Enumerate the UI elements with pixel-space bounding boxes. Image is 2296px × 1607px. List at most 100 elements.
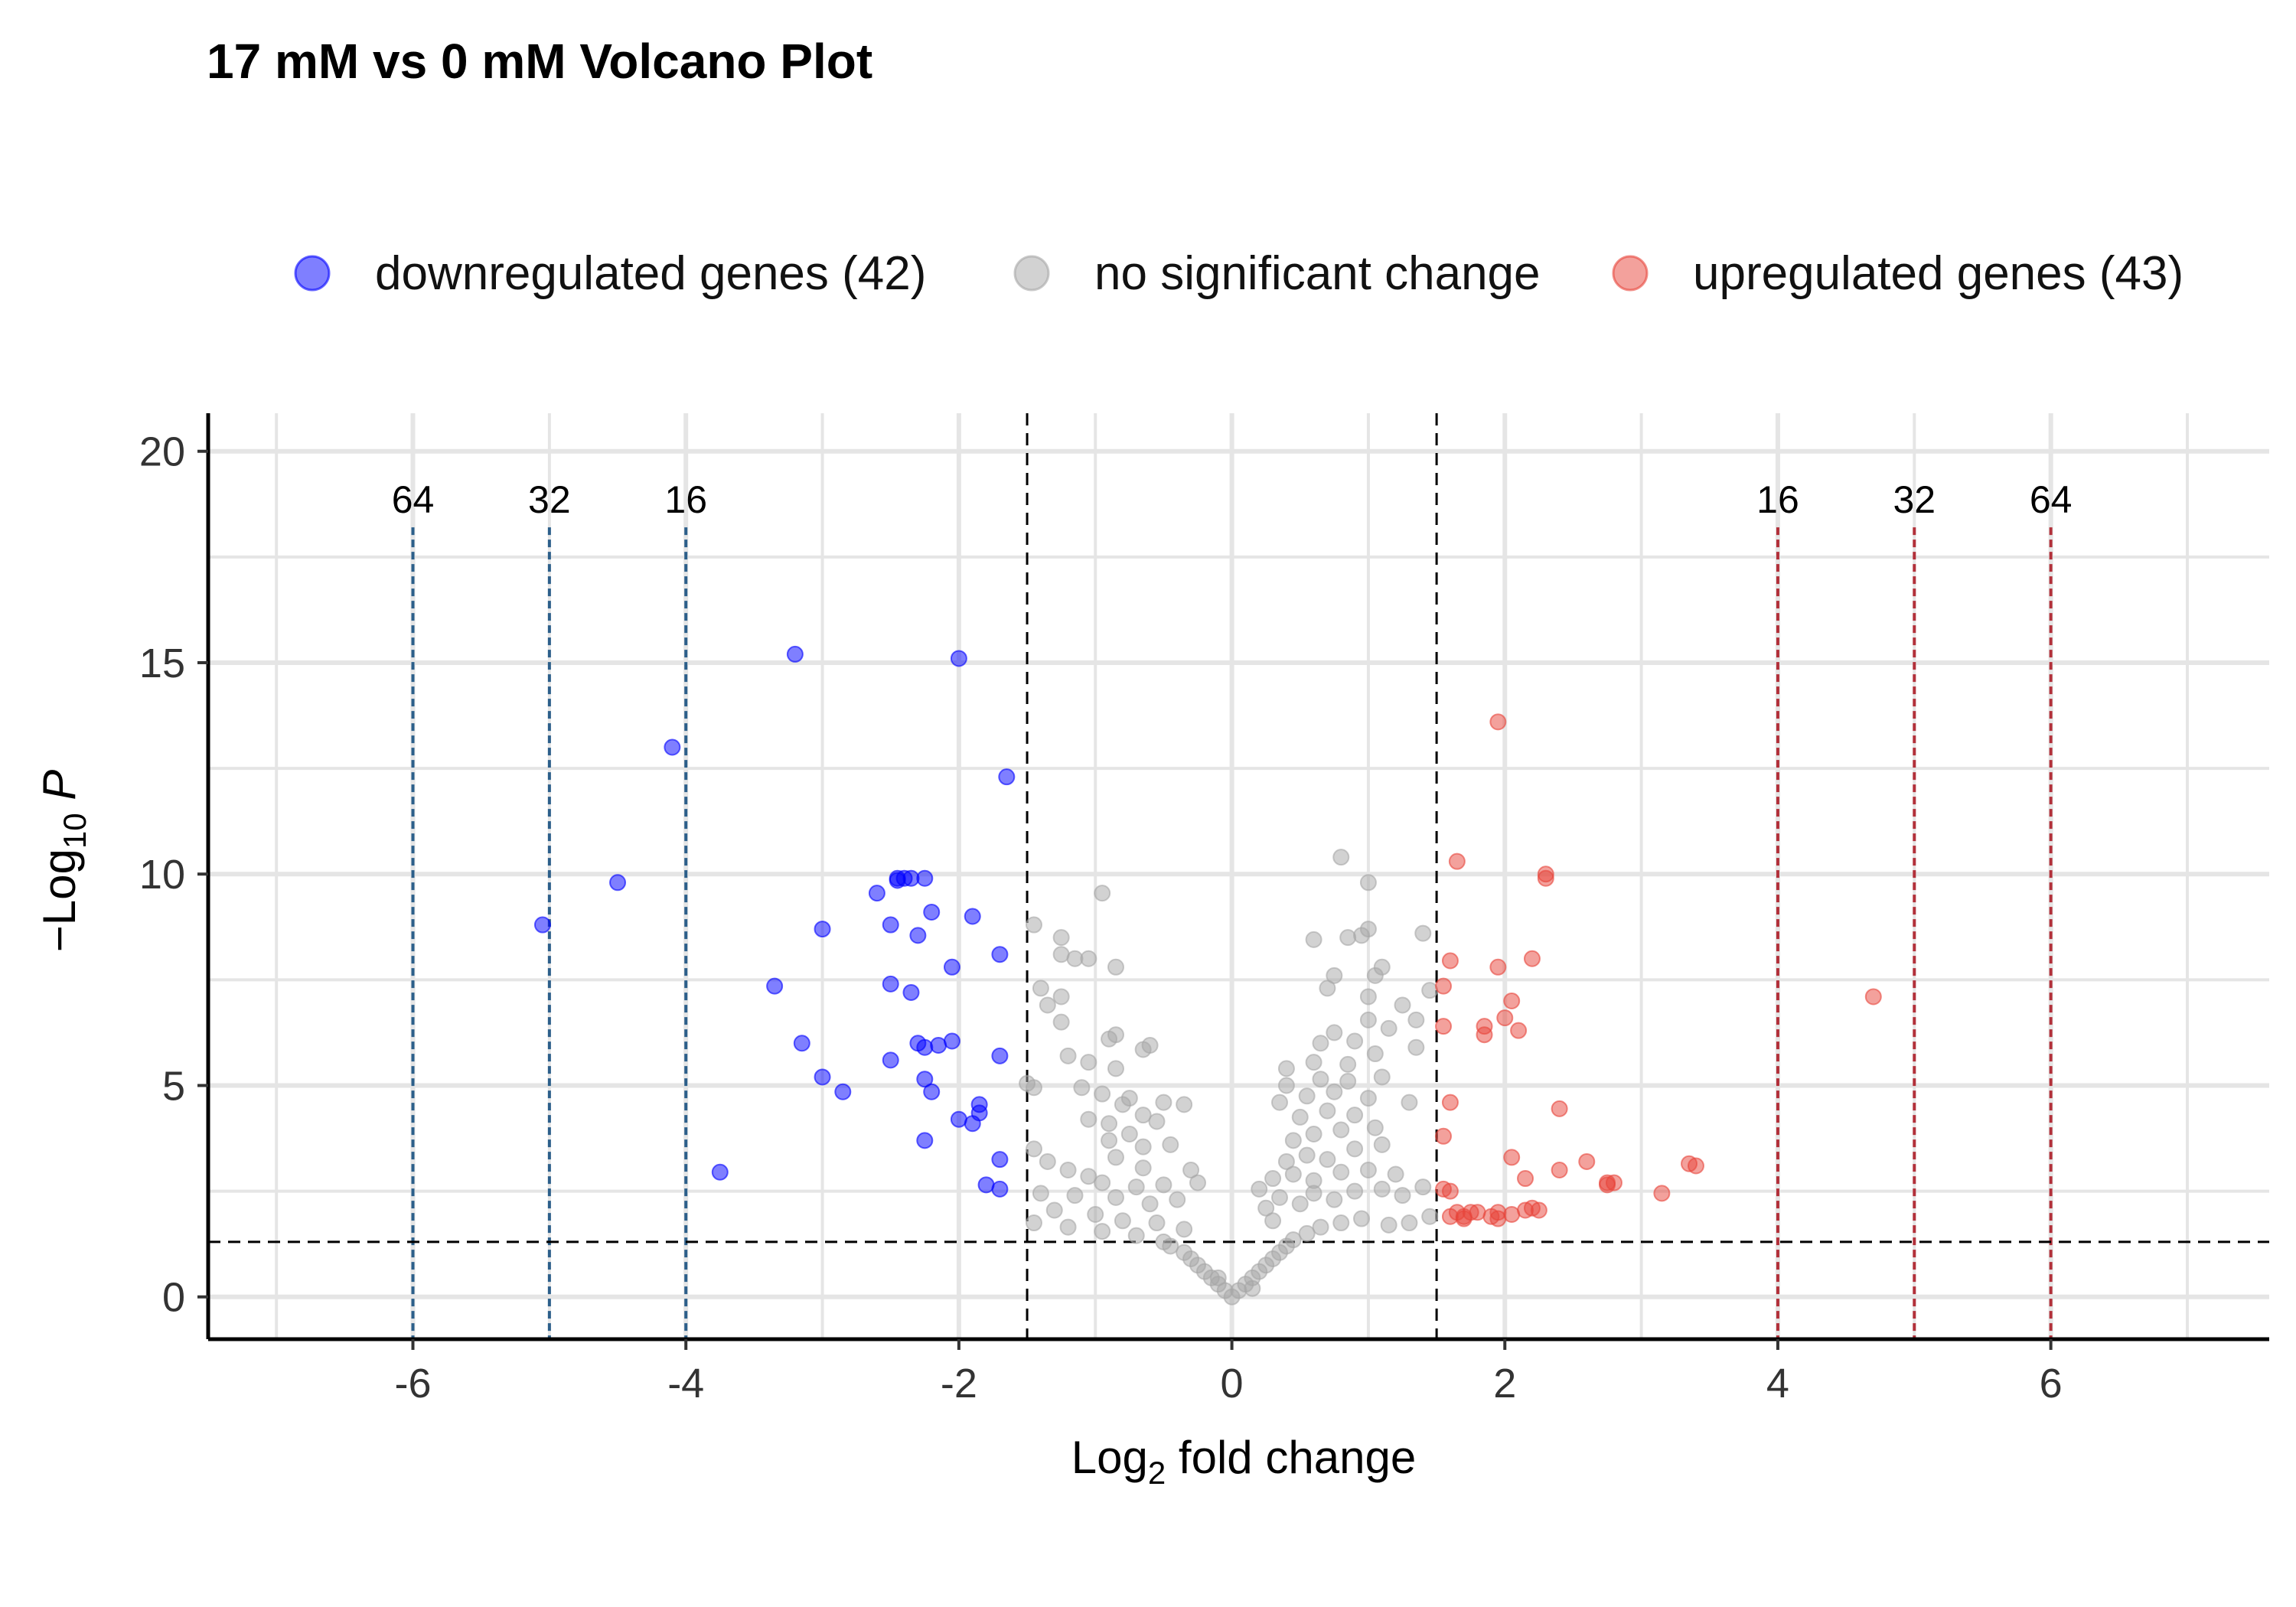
non-significant-point: [1032, 1185, 1049, 1202]
upregulated-point: [1551, 1161, 1568, 1178]
downregulated-point: [991, 1047, 1009, 1064]
non-significant-point: [1332, 1214, 1350, 1232]
non-significant-point: [1339, 1072, 1357, 1090]
non-significant-point: [1284, 1165, 1302, 1183]
non-significant-point: [1264, 1170, 1282, 1188]
non-significant-point: [1087, 1206, 1104, 1224]
non-significant-point: [1094, 885, 1111, 902]
x-tick-label: -2: [941, 1361, 977, 1407]
non-significant-point: [1155, 1176, 1172, 1194]
non-significant-point: [1176, 1096, 1193, 1113]
non-significant-point: [1421, 1208, 1439, 1225]
downregulated-point: [793, 1035, 810, 1052]
non-significant-point: [1127, 1227, 1145, 1244]
non-significant-point: [1134, 1159, 1152, 1177]
non-significant-point: [1182, 1161, 1200, 1178]
non-significant-point: [1346, 1182, 1364, 1200]
downregulated-point: [786, 645, 804, 663]
non-significant-point: [1359, 1161, 1377, 1178]
downregulated-point: [889, 872, 906, 889]
downregulated-point: [916, 869, 934, 887]
downregulated-point: [950, 650, 967, 667]
non-significant-point: [1059, 1161, 1077, 1178]
downregulated-point: [916, 1038, 934, 1056]
downregulated-point: [943, 958, 960, 976]
upregulated-point: [1503, 1149, 1521, 1166]
non-significant-point: [1326, 966, 1343, 984]
upregulated-point: [1578, 1152, 1596, 1170]
non-significant-point: [1169, 1191, 1186, 1208]
non-significant-point: [1032, 980, 1049, 997]
non-significant-point: [1059, 1047, 1077, 1064]
downregulated-point: [923, 903, 941, 921]
non-significant-point: [1134, 1138, 1152, 1156]
non-significant-point: [1080, 950, 1097, 967]
non-significant-point: [1114, 1096, 1131, 1113]
non-significant-point: [1052, 988, 1070, 1006]
downregulated-point: [882, 916, 899, 934]
upregulated-point: [1489, 713, 1507, 731]
non-significant-point: [1101, 1030, 1118, 1048]
x-tick-label: 0: [1221, 1361, 1244, 1407]
upregulated-point: [1503, 992, 1521, 1009]
non-significant-point: [1326, 1024, 1343, 1041]
y-tick-label: 0: [162, 1275, 185, 1321]
non-significant-point: [1387, 1165, 1404, 1183]
non-significant-point: [1305, 1172, 1322, 1189]
non-significant-point: [1401, 1094, 1418, 1111]
downregulated-point: [964, 1115, 981, 1133]
downregulated-point: [533, 916, 551, 934]
fold-change-label: 64: [392, 478, 435, 521]
non-significant-point: [1025, 916, 1042, 934]
downregulated-point: [991, 1180, 1009, 1198]
legend-label: no significant change: [1094, 247, 1541, 300]
upregulated-point: [1448, 1204, 1466, 1221]
non-significant-point: [1162, 1237, 1179, 1255]
downregulated-point: [916, 1132, 934, 1149]
non-significant-point: [1148, 1113, 1166, 1130]
downregulated-point: [834, 1083, 852, 1100]
downregulated-point: [609, 874, 627, 892]
non-significant-point: [1298, 1087, 1316, 1105]
upregulated-point: [1537, 869, 1554, 887]
non-significant-point: [1107, 958, 1124, 976]
upregulated-point: [1599, 1176, 1616, 1194]
non-significant-point: [1101, 1115, 1118, 1133]
x-tick-label: -6: [395, 1361, 432, 1407]
downregulated-point: [998, 768, 1016, 786]
non-significant-point: [1271, 1188, 1289, 1206]
non-significant-point: [1380, 1019, 1397, 1037]
non-significant-point: [1176, 1221, 1193, 1238]
upregulated-point: [1653, 1185, 1671, 1202]
non-significant-point: [1319, 1102, 1336, 1120]
non-significant-point: [1284, 1132, 1302, 1149]
non-significant-point: [1359, 988, 1377, 1006]
non-significant-point: [1346, 1032, 1364, 1050]
y-tick-label: 10: [139, 852, 185, 898]
non-significant-point: [1366, 1045, 1384, 1063]
non-significant-point: [1359, 921, 1377, 938]
non-significant-point: [1094, 1085, 1111, 1103]
non-significant-point: [1319, 980, 1336, 997]
downregulated-point: [964, 908, 981, 925]
y-tick-label: 5: [162, 1063, 185, 1109]
x-axis-label: Log2 fold change: [1071, 1432, 1416, 1491]
non-significant-point: [1394, 1187, 1411, 1204]
non-significant-point: [1332, 1121, 1350, 1139]
non-significant-point: [1305, 931, 1322, 948]
upregulated-point: [1489, 1210, 1507, 1227]
upregulated-point: [1517, 1170, 1534, 1188]
downregulated-point: [930, 1037, 947, 1054]
fold-change-label: 16: [1756, 478, 1799, 521]
non-significant-point: [1312, 1071, 1329, 1088]
upregulated-point: [1441, 1182, 1459, 1200]
non-significant-point: [1380, 1216, 1397, 1234]
chart-title: 17 mM vs 0 mM Volcano Plot: [207, 34, 872, 89]
non-significant-point: [1407, 1038, 1425, 1056]
legend-key: [1612, 255, 1649, 292]
upregulated-point: [1523, 950, 1541, 967]
upregulated-point: [1551, 1100, 1568, 1117]
downregulated-point: [814, 1068, 831, 1086]
non-significant-point: [1326, 1191, 1343, 1208]
non-significant-point: [1080, 1110, 1097, 1128]
